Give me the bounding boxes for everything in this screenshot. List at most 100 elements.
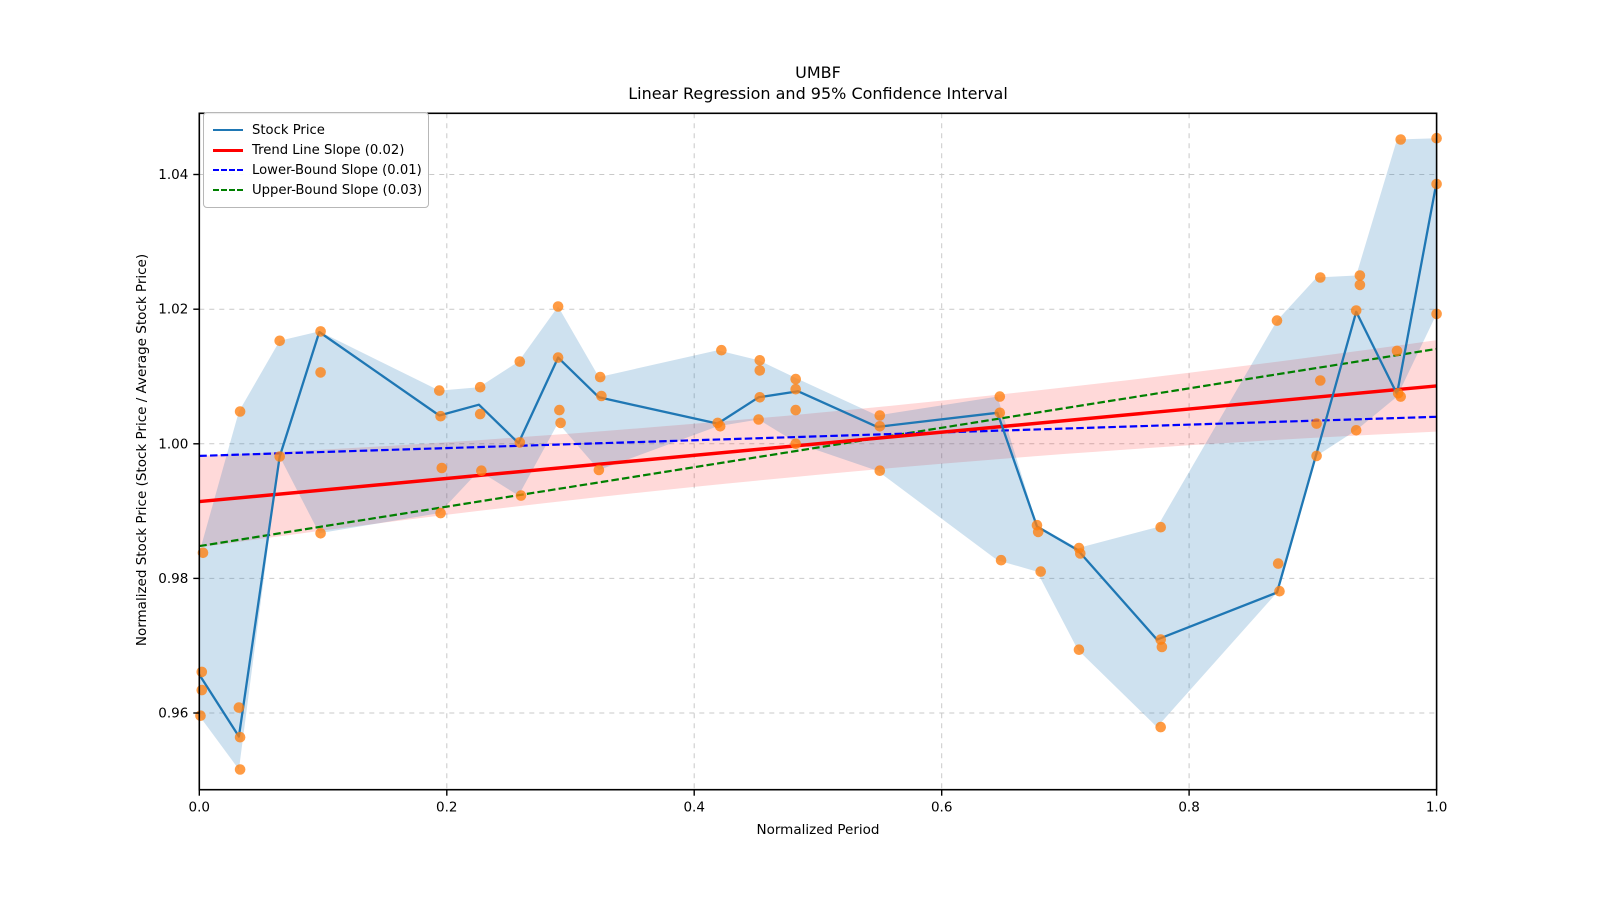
scatter-point [434, 385, 445, 396]
scatter-point [233, 702, 245, 713]
scatter-point [1315, 272, 1326, 283]
scatter-point [435, 507, 446, 519]
y-tick-label: 1.04 [158, 167, 188, 183]
x-tick-label: 0.0 [189, 800, 210, 816]
x-axis-label: Normalized Period [756, 822, 880, 838]
stock-price-line [198, 181, 1438, 738]
scatter-point [274, 451, 286, 462]
scatter-point [476, 465, 487, 477]
scatter-point [1156, 641, 1168, 653]
scatter-point [790, 383, 801, 395]
scatter-point [195, 710, 206, 721]
scatter-point [315, 367, 326, 378]
x-tick-label: 0.6 [931, 800, 952, 816]
scatter-point [1155, 721, 1166, 733]
stock-price-line-swatch [213, 129, 243, 131]
scatter-point [196, 684, 208, 696]
y-tick-label: 1.00 [158, 436, 188, 452]
upper-bound-line-swatch [213, 189, 243, 191]
legend-label: Upper-Bound Slope (0.03) [252, 182, 423, 198]
scatter-point [1271, 315, 1283, 326]
scatter-point [790, 438, 801, 450]
legend-label: Trend Line Slope (0.02) [252, 142, 405, 158]
legend: Stock Price Trend Line Slope (0.02) Lowe… [203, 112, 429, 208]
scatter-point [436, 462, 448, 474]
scatter-point [514, 437, 526, 448]
scatter-point [1395, 391, 1406, 402]
scatter-point [1391, 345, 1403, 357]
scatter-point [790, 404, 801, 416]
scatter-point [716, 344, 727, 356]
scatter-point [1350, 425, 1362, 436]
scatter-point [1311, 450, 1322, 462]
x-tick-label: 1.0 [1426, 800, 1447, 816]
lower-bound-line-swatch [213, 169, 243, 171]
y-axis-label: Normalized Stock Price (Stock Price / Av… [134, 253, 150, 647]
scatter-point [1354, 270, 1366, 281]
scatter-point [1155, 521, 1166, 533]
scatter-point [552, 301, 564, 312]
scatter-point [754, 365, 766, 376]
x-tick-label: 0.8 [1178, 800, 1199, 816]
legend-item-stock-price: Stock Price [213, 120, 418, 140]
legend-item-lower-bound: Lower-Bound Slope (0.01) [213, 160, 422, 180]
legend-item-upper-bound: Upper-Bound Slope (0.03) [213, 180, 422, 200]
scatter-point [754, 392, 766, 403]
scatter-point [594, 371, 606, 383]
trend-line-swatch [213, 148, 243, 152]
scatter-point [593, 464, 605, 476]
scatter-point [1272, 558, 1284, 569]
scatter-point [1315, 375, 1326, 386]
scatter-point [874, 465, 886, 477]
scatter-point [552, 352, 564, 363]
scatter-point [1032, 526, 1044, 538]
scatter-point [994, 391, 1006, 402]
scatter-point [596, 390, 607, 402]
scatter-point [234, 406, 246, 417]
scatter-point [874, 421, 886, 432]
scatter-point [874, 410, 886, 421]
legend-label: Stock Price [252, 122, 325, 138]
scatter-point [555, 417, 566, 429]
legend-label: Lower-Bound Slope (0.01) [252, 162, 422, 178]
title-line-1: UMBF [795, 63, 841, 82]
scatter-point [474, 408, 486, 420]
x-tick-label: 0.2 [436, 800, 457, 816]
scatter-point [790, 373, 801, 385]
scatter-point [435, 410, 446, 422]
scatter-point [1073, 644, 1085, 655]
scatter-point [754, 355, 766, 366]
scatter-point [234, 731, 246, 743]
scatter-point [515, 490, 527, 501]
y-tick-label: 1.02 [158, 302, 188, 318]
plot-spines [198, 112, 1438, 791]
legend-item-trend-line: Trend Line Slope (0.02) [213, 140, 418, 160]
y-tick-label: 0.96 [158, 705, 188, 721]
scatter-point [474, 381, 486, 393]
scatter-point [1354, 279, 1366, 291]
scatter-point [274, 335, 286, 347]
trend-line [199, 384, 1437, 504]
scatter-point [196, 666, 208, 678]
scatter-point [1311, 418, 1322, 429]
scatter-point [1350, 305, 1362, 316]
chart-title: UMBF Linear Regression and 95% Confidenc… [199, 62, 1437, 104]
scatter-point [554, 404, 565, 416]
y-tick-label: 0.98 [158, 571, 188, 587]
stock-min-max-band [199, 138, 1437, 770]
upper-bound-line [199, 347, 1437, 548]
scatter-point [753, 414, 764, 425]
x-tick-label: 0.4 [683, 800, 704, 816]
scatter-point [514, 356, 526, 367]
scatter-point [1395, 134, 1406, 145]
scatter-point [1075, 548, 1086, 559]
scatter-point [315, 528, 326, 539]
scatter-point [1035, 566, 1046, 577]
lower-bound-line [199, 415, 1437, 457]
scatter-point [714, 421, 726, 432]
scatter-point [234, 764, 246, 775]
title-line-2: Linear Regression and 95% Confidence Int… [628, 84, 1008, 103]
scatter-point [315, 326, 326, 337]
